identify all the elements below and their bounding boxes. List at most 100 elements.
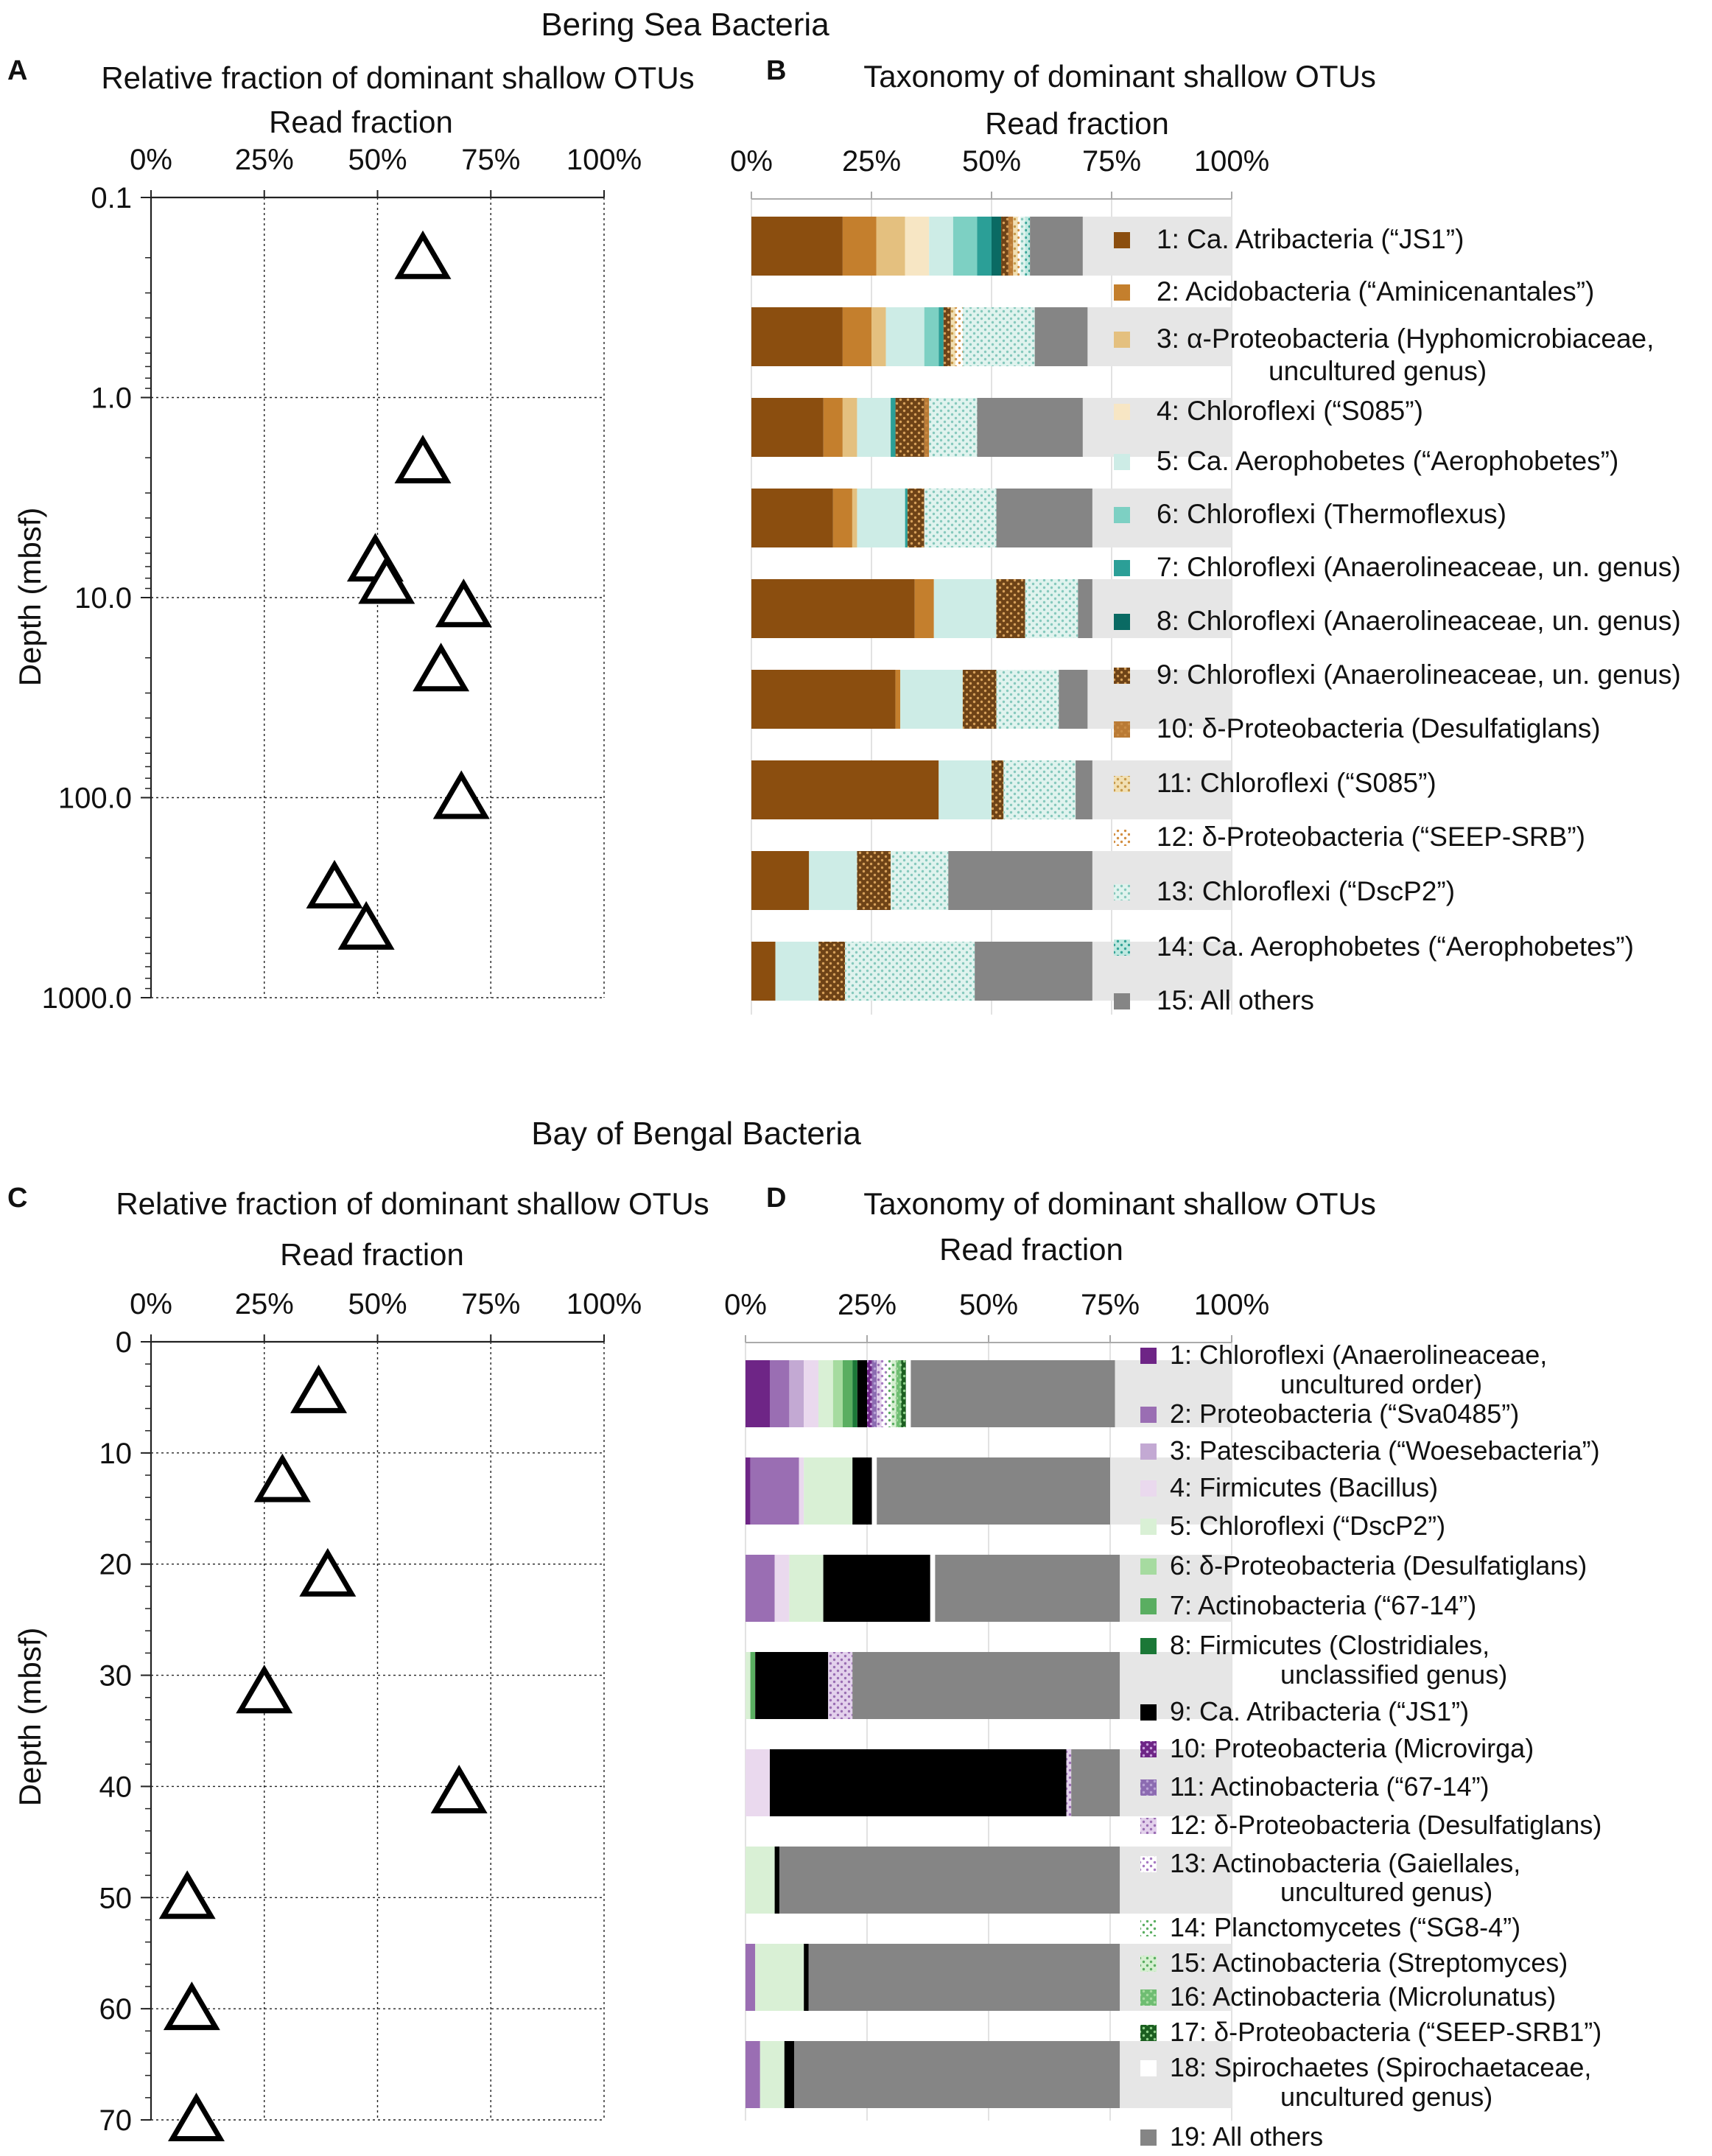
D-legend-label: 7: Actinobacteria (“67-14”) [1170,1590,1476,1620]
C-data-point [259,1459,306,1500]
panel-letter-b: B [766,55,786,86]
D-legend-swatch [1140,1989,1157,2006]
D-legend-swatch [1140,1638,1157,1654]
D-bar-others [911,1360,1115,1427]
D-legend-swatch [1140,1519,1157,1535]
D-legend-swatch [1140,1818,1157,1834]
D-bar-segment [755,1652,828,1719]
B-bar-segment [891,398,896,457]
D-legend-swatch [1140,1407,1157,1423]
B-bar-others [1035,307,1088,366]
B-xtick-label: 75% [1082,145,1141,178]
D-bar-segment [857,1360,867,1427]
A-xtick-label: 0% [130,144,172,176]
B-bar-segment [963,307,1035,366]
D-legend-label: uncultured order) [1280,1369,1482,1399]
B-bar-segment [925,307,939,366]
B-bar-segment [871,307,886,366]
B-bar-segment [1003,760,1076,819]
B-bar-segment [929,398,977,457]
D-bar-segment [746,1652,751,1719]
D-bar-segment [770,1360,789,1427]
B-bar-segment [900,670,963,729]
D-legend-swatch [1140,1741,1157,1757]
B-bar-segment [953,217,978,276]
C-ytick-label: 40 [99,1771,133,1803]
B-legend-swatch [1114,884,1130,900]
B-xtick-label: 25% [842,145,901,178]
B-legend-label: 6: Chloroflexi (Thermoflexus) [1157,499,1506,529]
D-bar-segment [751,1652,756,1719]
B-legend-label: 9: Chloroflexi (Anaerolineaceae, un. gen… [1157,659,1681,690]
D-legend-swatch [1140,1480,1157,1497]
B-bar-segment [857,851,891,910]
panel-a-ylabel: Depth (mbsf) [13,508,47,687]
D-bar-segment [882,1360,887,1427]
panel-letter-a: A [7,55,27,86]
C-xtick-label: 100% [566,1288,642,1320]
C-data-point [164,1875,211,1917]
D-bar-others [877,1457,1110,1525]
B-bar-others [1078,579,1092,638]
B-bar-segment [939,307,944,366]
D-bar-segment [901,1360,906,1427]
B-bar-segment [997,670,1059,729]
D-bar-segment [833,1360,843,1427]
D-legend-label: 13: Actinobacteria (Gaiellales, [1170,1848,1520,1878]
D-legend-label: 6: δ-Proteobacteria (Desulfatiglans) [1170,1550,1587,1581]
B-bar-segment [751,760,939,819]
D-bar-segment [867,1360,872,1427]
B-legend-label: 5: Ca. Aerophobetes (“Aerophobetes”) [1157,446,1618,476]
D-legend-label: 10: Proteobacteria (Microvirga) [1170,1733,1534,1763]
C-data-point [304,1553,351,1595]
A-ytick-label: 1000.0 [42,982,132,1015]
D-bar-segment [785,2041,794,2108]
A-data-point [438,776,485,817]
C-ytick-label: 50 [99,1882,133,1914]
D-legend-label: 5: Chloroflexi (“DscP2”) [1170,1511,1445,1541]
D-bar-segment [1067,1749,1072,1816]
D-legend-label: 11: Actinobacteria (“67-14”) [1170,1771,1490,1802]
A-ytick-label: 1.0 [91,382,132,415]
panel-letter-d: D [766,1183,786,1214]
A-data-point [417,648,465,689]
B-bar-others [948,851,1092,910]
A-ytick-label: 100.0 [58,783,132,815]
C-ytick-label: 0 [116,1326,132,1359]
panel-c-xlabel: Read fraction [280,1237,464,1272]
B-legend-swatch [1114,232,1130,248]
C-data-point [295,1370,343,1411]
B-bar-segment [896,398,925,457]
D-legend-swatch [1140,1443,1157,1460]
D-bar-others [794,2041,1120,2108]
A-data-point [311,865,359,906]
C-data-point [172,2098,220,2139]
panel-c-title: Relative fraction of dominant shallow OT… [116,1186,709,1221]
section-title-bering: Bering Sea Bacteria [541,7,829,43]
D-bar-segment [770,1749,1067,1816]
panel-a-title: Relative fraction of dominant shallow OT… [101,60,694,95]
D-legend-swatch [1140,1558,1157,1575]
D-bar-segment [746,1749,770,1816]
B-legend-swatch [1114,404,1130,420]
B-bar-segment [877,217,905,276]
B-bar-others [1076,760,1092,819]
D-legend-label: 15: Actinobacteria (Streptomyces) [1170,1947,1568,1978]
B-bar-segment [905,489,908,547]
D-legend-label: 12: δ-Proteobacteria (Desulfatiglans) [1170,1810,1602,1840]
B-bar-segment [992,760,1003,819]
D-legend-label: 18: Spirochaetes (Spirochaetaceae, [1170,2052,1591,2082]
B-legend-swatch [1114,993,1130,1009]
D-legend-label: 14: Planctomycetes (“SG8-4”) [1170,1912,1520,1942]
B-bar-segment [751,579,915,638]
B-bar-segment [751,307,843,366]
B-bar-segment [843,217,877,276]
D-legend-label: unclassified genus) [1280,1659,1507,1690]
B-bar-others [1030,217,1083,276]
B-bar-segment [824,398,843,457]
C-xtick-label: 0% [130,1288,172,1320]
B-bar-segment [843,307,871,366]
B-bar-segment [944,307,951,366]
C-xtick-label: 25% [235,1288,294,1320]
B-legend-swatch [1114,668,1130,684]
